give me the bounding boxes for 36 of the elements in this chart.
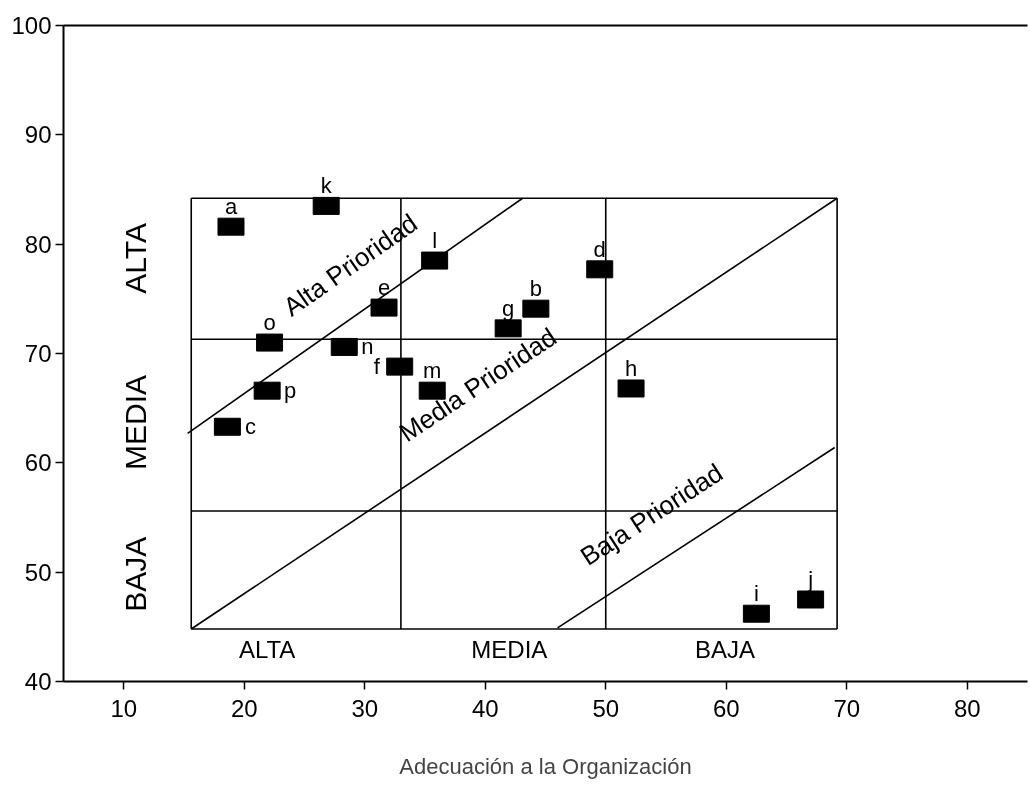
y-tick-label: 40 — [24, 668, 52, 695]
y-tick-label: 100 — [11, 12, 52, 39]
series-label: f — [373, 354, 381, 380]
annotation: BAJA — [118, 536, 152, 612]
y-tick-label: 80 — [24, 230, 52, 258]
series-label: g — [502, 295, 515, 321]
series-label: c — [244, 414, 256, 440]
x-tick-label: 50 — [592, 694, 620, 722]
annotation: ALTA — [118, 223, 152, 294]
annotation: ALTA — [238, 635, 296, 663]
annotation: BAJA — [695, 635, 756, 663]
series-label: o — [263, 310, 276, 336]
y-tick-label: 90 — [24, 121, 52, 149]
y-tick-label: 50 — [24, 558, 52, 586]
series-label: d — [593, 236, 606, 262]
series-label: n — [361, 334, 374, 360]
x-tick-label: 70 — [833, 694, 861, 722]
x-tick-label: 40 — [471, 694, 499, 722]
series-label: p — [284, 378, 297, 404]
series-label: k — [320, 173, 333, 199]
series-label: i — [753, 581, 759, 607]
y-tick-label: 60 — [24, 449, 52, 477]
series-label: b — [529, 276, 542, 302]
series-label: m — [423, 358, 442, 384]
annotation: MEDIA — [471, 635, 548, 663]
series-label: h — [624, 355, 638, 381]
series-label: a — [224, 194, 238, 220]
series-label: l — [432, 228, 438, 254]
x-tick-label: 30 — [351, 694, 379, 722]
annotation: MEDIA — [118, 374, 152, 470]
y-tick-label: 70 — [24, 340, 52, 367]
x-tick-label: 20 — [230, 694, 258, 722]
x-axis-title: Adecuación a la Organización — [399, 753, 692, 779]
x-tick-label: 60 — [712, 694, 740, 722]
x-tick-label: 80 — [953, 694, 981, 722]
x-tick-label: 10 — [110, 694, 138, 722]
